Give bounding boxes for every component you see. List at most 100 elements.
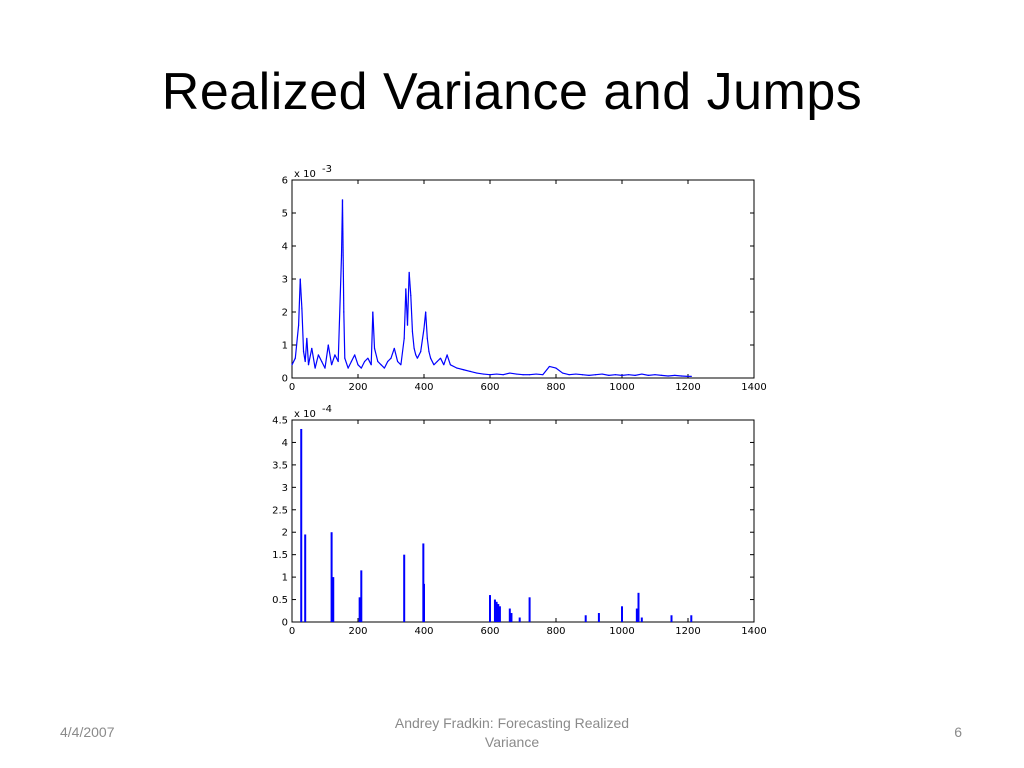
x-tick-label: 200 xyxy=(348,382,367,393)
data-point xyxy=(614,374,616,376)
series-segment xyxy=(446,354,451,365)
data-point xyxy=(647,374,649,376)
data-point xyxy=(413,347,415,349)
series-segment xyxy=(298,278,301,326)
footer-center-text: Andrey Fradkin: Forecasting Realized Var… xyxy=(394,715,630,750)
data-point xyxy=(373,347,376,349)
data-point xyxy=(406,324,409,326)
data-point xyxy=(321,360,323,363)
data-point xyxy=(306,337,308,339)
data-point xyxy=(489,374,491,376)
x-tick-label: 1000 xyxy=(609,382,634,393)
data-point xyxy=(393,347,395,349)
data-point xyxy=(357,364,359,366)
data-point xyxy=(641,373,643,375)
bar xyxy=(597,613,600,622)
bar xyxy=(493,599,496,622)
series-segment xyxy=(463,369,471,372)
data-point xyxy=(588,374,590,376)
series-segment xyxy=(516,373,524,376)
data-point xyxy=(311,347,313,349)
series-segment xyxy=(350,354,356,362)
x-tick-label: 200 xyxy=(348,626,367,637)
data-point xyxy=(449,364,451,366)
data-point xyxy=(291,364,293,366)
series-segment xyxy=(426,338,430,352)
series-segment xyxy=(536,373,543,376)
series-segment xyxy=(337,255,343,362)
series-segment xyxy=(299,278,303,309)
series-segment xyxy=(549,365,557,369)
bar xyxy=(498,606,501,622)
series-segment xyxy=(668,374,675,377)
y-tick-label: 2.5 xyxy=(272,505,288,516)
series-segment xyxy=(529,373,537,376)
data-point xyxy=(680,375,682,377)
series-segment xyxy=(370,311,374,365)
data-point xyxy=(581,374,583,376)
series-segment xyxy=(373,348,379,362)
series-segment xyxy=(306,338,310,365)
series-segment xyxy=(354,354,359,365)
series-segment xyxy=(387,357,392,362)
x-tick-label: 0 xyxy=(289,626,295,637)
x-tick-label: 800 xyxy=(546,382,565,393)
data-point xyxy=(423,327,425,330)
series-segment xyxy=(301,308,305,352)
plot-frame xyxy=(291,419,755,623)
chart-2: 0 200 400 600 800 1000 1200 1400 0 0.5 1 1.5 2 2.5 3 3.… xyxy=(272,404,767,637)
series-segment xyxy=(602,373,609,376)
series-segment xyxy=(400,338,405,365)
data-point xyxy=(420,351,422,353)
x-tick-label: 1400 xyxy=(741,382,766,393)
data-point xyxy=(425,311,427,313)
data-point xyxy=(416,357,418,359)
bar xyxy=(360,570,363,622)
bar xyxy=(422,543,425,622)
data-point xyxy=(298,324,300,326)
series-segment xyxy=(569,373,576,376)
series-segment xyxy=(555,367,563,374)
bar xyxy=(518,617,521,622)
data-point xyxy=(601,373,603,375)
data-point xyxy=(364,360,366,363)
data-point xyxy=(430,357,432,359)
series-segment xyxy=(314,354,319,369)
bar xyxy=(635,608,638,622)
series-segment xyxy=(347,361,352,369)
series-segment xyxy=(628,374,636,376)
data-point xyxy=(405,288,407,290)
series-segment xyxy=(654,374,662,376)
y-tick-label: 6 xyxy=(282,176,288,187)
data-point xyxy=(367,357,369,359)
series-segment xyxy=(425,311,428,339)
series-segment xyxy=(661,374,669,377)
bar xyxy=(358,597,361,622)
x-tick-label: 1200 xyxy=(675,382,700,393)
series-segment xyxy=(635,373,642,376)
data-point xyxy=(690,375,692,377)
data-point xyxy=(496,373,498,375)
y-tick-label: 2 xyxy=(282,308,288,319)
series-segment xyxy=(294,325,300,359)
data-point xyxy=(446,354,448,356)
data-point xyxy=(331,364,333,366)
bar xyxy=(528,597,531,622)
data-point xyxy=(304,360,306,363)
data-point xyxy=(502,374,504,376)
plot-frame xyxy=(291,179,755,379)
chart-1: 0 200 400 600 800 1000 1200 1400 0 1 2 3 4 5 6 x 10 -3 xyxy=(282,164,767,393)
data-point xyxy=(436,360,438,363)
series-segment xyxy=(317,354,323,362)
x-tick-label: 600 xyxy=(480,382,499,393)
bar xyxy=(510,613,513,622)
series-segment xyxy=(413,348,417,356)
data-point xyxy=(628,374,630,376)
series-segment xyxy=(364,357,369,362)
data-point xyxy=(476,372,478,374)
series-segment xyxy=(436,357,441,362)
series-segment xyxy=(588,374,596,376)
data-point xyxy=(327,344,329,346)
data-point xyxy=(334,354,336,356)
y-tick-label: 4.5 xyxy=(272,416,288,427)
